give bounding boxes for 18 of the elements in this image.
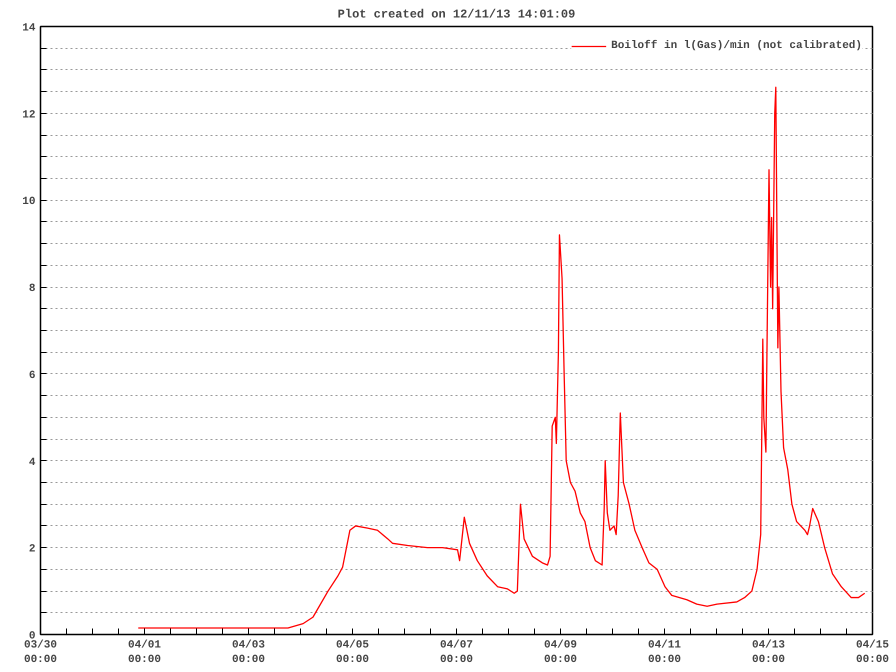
x-tick-label: 04/15 00:00 [856, 640, 890, 666]
x-tick-label: 04/03 00:00 [232, 640, 266, 666]
x-tick-label: 04/01 00:00 [128, 640, 162, 666]
x-tick-label: 04/05 00:00 [336, 640, 370, 666]
y-tick-label: 10 [22, 196, 36, 208]
x-tick-label: 04/09 00:00 [544, 640, 578, 666]
y-tick-label: 2 [28, 544, 36, 556]
y-tick-label: 6 [28, 370, 36, 382]
legend-label: Boiloff in l(Gas)/min (not calibrated) [611, 40, 862, 52]
y-tick-label: 8 [28, 283, 36, 296]
y-tick-label: 4 [28, 456, 36, 469]
x-tick-label: 04/11 00:00 [648, 640, 682, 666]
x-tick-label: 03/30 00:00 [24, 640, 58, 666]
x-tick-label: 04/07 00:00 [440, 640, 474, 666]
chart-title: Plot created on 12/11/13 14:01:09 [338, 8, 576, 22]
y-tick-label: 12 [22, 109, 36, 122]
y-tick-label: 14 [22, 22, 36, 34]
x-tick-label: 04/13 00:00 [752, 640, 786, 666]
